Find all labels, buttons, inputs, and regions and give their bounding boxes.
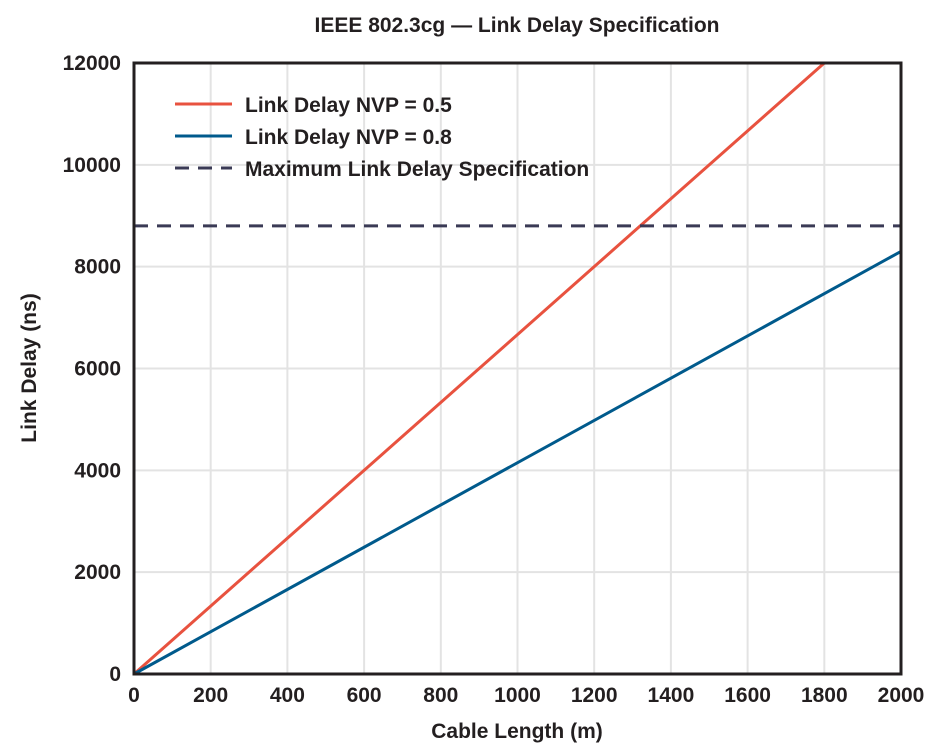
x-tick-label: 1400 bbox=[648, 684, 695, 707]
x-tick-label: 200 bbox=[193, 684, 228, 707]
x-tick-label: 1800 bbox=[801, 684, 848, 707]
y-tick-label: 10000 bbox=[63, 154, 121, 177]
legend-label: Link Delay NVP = 0.5 bbox=[245, 94, 452, 117]
x-tick-label: 800 bbox=[423, 684, 458, 707]
series-line bbox=[133, 61, 826, 676]
y-tick-labels: 0 2000 4000 6000 8000 10000 12000 bbox=[63, 52, 121, 686]
series-line bbox=[133, 250, 902, 676]
y-tick-label: 6000 bbox=[74, 358, 121, 381]
x-tick-label: 1200 bbox=[571, 684, 618, 707]
plot-frame bbox=[132, 61, 903, 676]
y-axis-label: Link Delay (ns) bbox=[18, 293, 41, 442]
y-tick-label: 12000 bbox=[63, 52, 121, 75]
x-tick-labels: 0 200 400 600 800 1000 1200 1400 1600 1800 2000 bbox=[128, 684, 924, 707]
x-tick-label: 1600 bbox=[724, 684, 771, 707]
x-tick-label: 1000 bbox=[494, 684, 541, 707]
legend: Link Delay NVP = 0.5 Link Delay NVP = 0.8… bbox=[175, 94, 589, 181]
series-layer bbox=[133, 61, 902, 676]
chart-title: IEEE 802.3cg — Link Delay Specification bbox=[315, 14, 720, 37]
legend-label: Link Delay NVP = 0.8 bbox=[245, 126, 452, 149]
y-tick-label: 2000 bbox=[74, 561, 121, 584]
x-tick-label: 0 bbox=[128, 684, 140, 707]
y-tick-label: 8000 bbox=[74, 256, 121, 279]
grid bbox=[134, 63, 901, 674]
x-tick-label: 600 bbox=[347, 684, 382, 707]
x-axis-label: Cable Length (m) bbox=[431, 720, 603, 743]
y-tick-label: 4000 bbox=[74, 459, 121, 482]
legend-label: Maximum Link Delay Specification bbox=[245, 158, 589, 181]
x-tick-label: 2000 bbox=[878, 684, 925, 707]
y-tick-label: 0 bbox=[109, 663, 121, 686]
x-tick-label: 400 bbox=[270, 684, 305, 707]
